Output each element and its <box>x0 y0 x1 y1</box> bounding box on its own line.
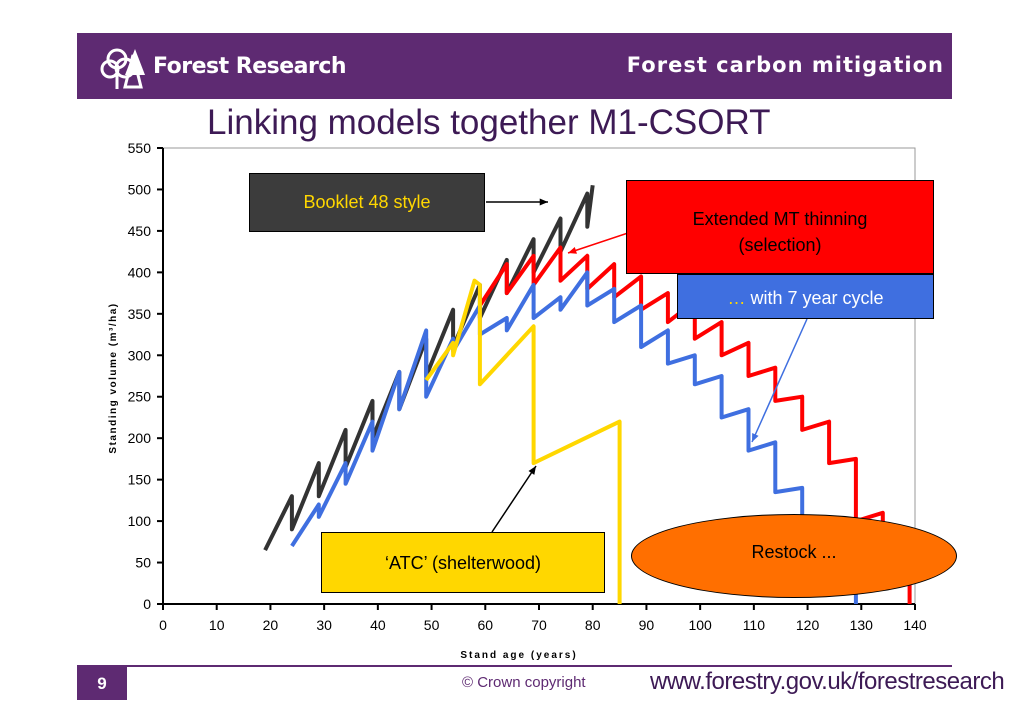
series-line-4 <box>424 278 622 604</box>
header-bar: Forest Research Forest carbon mitigation <box>77 33 952 99</box>
extended-line-1: Extended MT thinning <box>692 209 868 229</box>
x-tick-label: 120 <box>796 617 820 633</box>
callout-arrowhead-3 <box>752 433 759 442</box>
y-tick-label: 100 <box>128 513 152 529</box>
x-tick-label: 70 <box>531 617 547 633</box>
y-tick-label: 250 <box>128 389 152 405</box>
x-tick-label: 90 <box>639 617 655 633</box>
x-tick-label: 10 <box>209 617 225 633</box>
x-tick-label: 20 <box>263 617 279 633</box>
y-axis-label: Standing volume (m³/ha) <box>108 302 119 453</box>
callout-pointer-4 <box>491 465 537 533</box>
y-tick-label: 400 <box>128 264 152 280</box>
extended-line-2: (selection) <box>738 235 822 255</box>
x-tick-label: 40 <box>370 617 386 633</box>
x-tick-label: 30 <box>316 617 332 633</box>
booklet-callout: Booklet 48 style <box>249 173 485 232</box>
series-line-2 <box>477 245 912 604</box>
restock-callout: Restock ... <box>631 514 957 598</box>
y-tick-label: 500 <box>128 181 152 197</box>
callout-arrowhead-2 <box>568 247 577 254</box>
x-tick-label: 140 <box>903 617 927 633</box>
footer-divider <box>77 665 952 667</box>
y-tick-label: 0 <box>143 596 151 612</box>
brand-name: Forest Research <box>153 54 347 79</box>
y-tick-label: 50 <box>135 555 151 571</box>
series-line-3 <box>290 270 858 604</box>
copyright-text: © Crown copyright <box>462 674 586 691</box>
cycle-dots: … <box>727 288 746 308</box>
website-url: www.forestry.gov.uk/forestresearch <box>650 668 1005 695</box>
y-tick-label: 550 <box>128 140 152 156</box>
x-tick-label: 110 <box>743 617 766 633</box>
cycle-text: with 7 year cycle <box>745 288 884 308</box>
x-tick-label: 130 <box>850 617 874 633</box>
y-tick-label: 300 <box>128 347 152 363</box>
x-tick-label: 80 <box>585 617 601 633</box>
y-tick-label: 350 <box>128 306 152 322</box>
x-tick-label: 60 <box>477 617 493 633</box>
x-tick-label: 50 <box>424 617 440 633</box>
atc-callout: ‘ATC’ (shelterwood) <box>321 532 605 593</box>
series-line-1 <box>263 185 595 551</box>
callout-arrowhead-4 <box>528 466 536 475</box>
tree-logo-icon <box>100 48 145 89</box>
slide-title: Linking models together M1-CSORT <box>207 103 771 142</box>
cycle-callout: … with 7 year cycle <box>677 274 934 319</box>
page-number: 9 <box>77 667 127 700</box>
header-topic: Forest carbon mitigation <box>626 53 944 77</box>
y-tick-label: 150 <box>128 472 152 488</box>
callout-pointer-3 <box>751 318 808 443</box>
y-tick-label: 450 <box>128 223 152 239</box>
callout-arrowhead-1 <box>539 198 548 206</box>
x-axis-label: Stand age (years) <box>460 650 577 661</box>
x-tick-label: 0 <box>159 617 167 633</box>
y-tick-label: 200 <box>128 430 152 446</box>
x-tick-label: 100 <box>688 617 712 633</box>
extended-thinning-callout: Extended MT thinning (selection) <box>626 180 934 274</box>
